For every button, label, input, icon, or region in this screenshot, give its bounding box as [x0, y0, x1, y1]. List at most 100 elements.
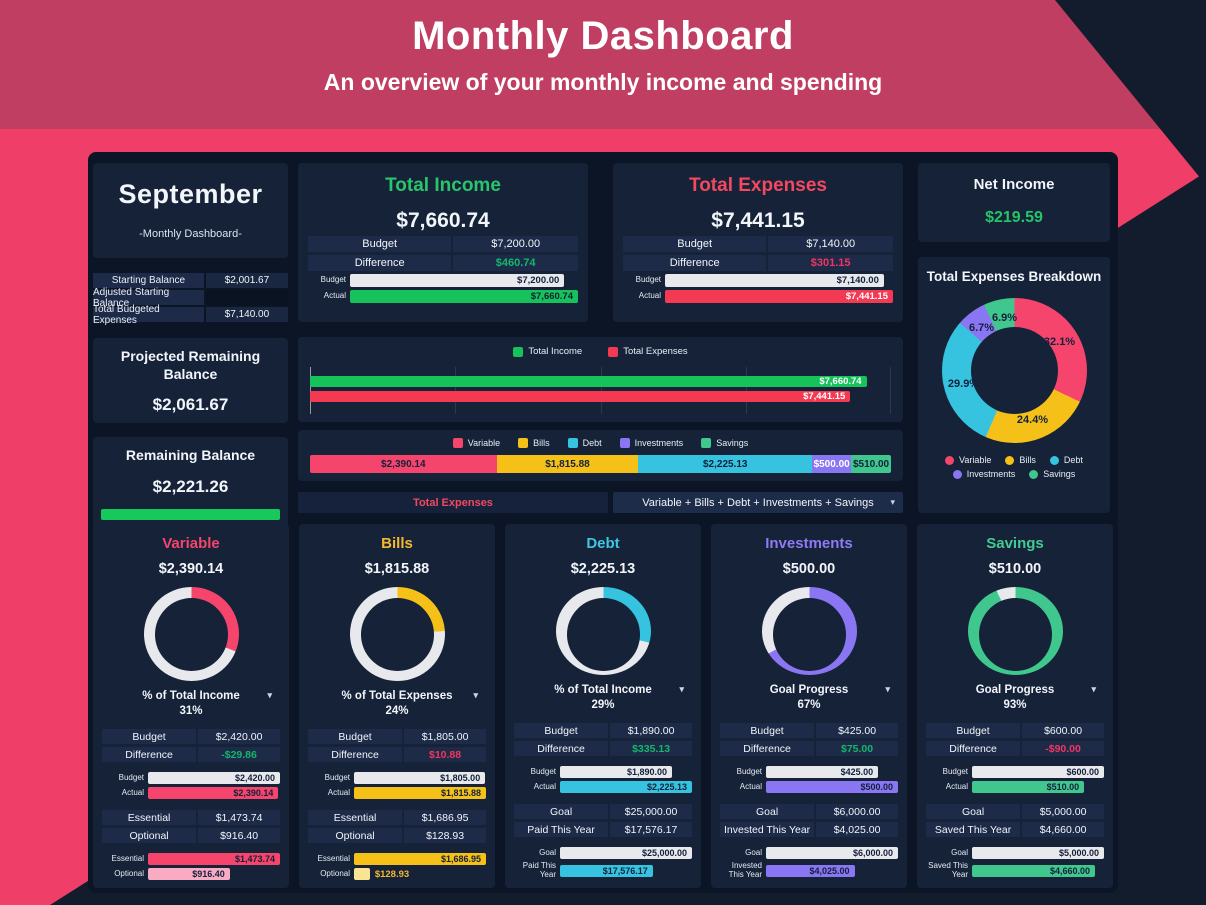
progress-donut	[967, 587, 1063, 676]
savings-legend-swatch	[701, 438, 712, 448]
difference-label: Difference	[102, 747, 197, 762]
totals-row: Total Income $7,660.74 Budget $7,200.00 …	[298, 163, 903, 322]
donut-metric-dropdown[interactable]: Goal Progress ▾	[926, 684, 1104, 696]
dashboard-panel: September -Monthly Dashboard- Starting B…	[88, 152, 1118, 893]
optional-label: Optional	[308, 828, 403, 843]
bar-label: Actual	[945, 782, 968, 791]
table-row: Difference -$90.00	[926, 741, 1104, 757]
net-income-title: Net Income	[973, 176, 1055, 193]
bar-label: Goal	[951, 848, 968, 857]
adjusted-starting-balance-input[interactable]	[205, 290, 288, 305]
category-title: Savings	[986, 535, 1044, 552]
category-title: Bills	[381, 535, 413, 552]
donut-metric-dropdown[interactable]: Goal Progress ▾	[720, 684, 898, 696]
difference-label: Difference	[308, 747, 403, 762]
donut-metric-label: Goal Progress	[975, 684, 1055, 697]
goal-bar: $6,000.00	[766, 847, 898, 860]
donut-percent: 24%	[385, 705, 409, 717]
variable-pct-label: 32.1%	[1043, 336, 1076, 348]
stacked-bar: $2,390.14 $1,815.88 $2,225.13 $500.00 $5…	[310, 455, 891, 473]
total-budgeted-expenses-value: $7,140.00	[205, 307, 288, 322]
bar-label: Budget	[320, 275, 346, 285]
budget-value: $1,890.00	[610, 723, 692, 739]
bar-label: Actual	[533, 782, 556, 791]
chart-plot-area: $7,660.74 $7,441.15	[310, 367, 892, 414]
variable-legend-label: Variable	[467, 438, 501, 448]
optional-value: $128.93	[404, 828, 486, 843]
category-value: $2,390.14	[158, 561, 224, 577]
donut-metric-label: % of Total Expenses	[341, 690, 453, 702]
page-header: Monthly Dashboard An overview of your mo…	[0, 0, 1206, 96]
projected-remaining-balance-title: Projected Remaining Balance	[120, 348, 261, 382]
total-income-title: Total Income	[385, 175, 501, 196]
difference-label: Difference	[623, 255, 767, 271]
donut-percent: 29%	[591, 699, 615, 712]
bar-label: Optional	[320, 868, 350, 878]
table-row: Starting Balance $2,001.67	[93, 273, 288, 288]
variable-legend-swatch	[452, 438, 463, 448]
table-row: Total Budgeted Expenses $7,140.00	[93, 304, 288, 326]
donut-percent: 67%	[797, 699, 821, 712]
bills-legend-swatch	[518, 438, 529, 448]
difference-label: Difference	[514, 741, 609, 757]
expenses-stacked-chart: Variable Bills Debt Investments Savings …	[298, 430, 903, 481]
bar-label: Actual	[638, 291, 661, 301]
difference-value: $75.00	[816, 741, 898, 757]
budget-bar: $2,420.00	[148, 772, 280, 784]
breakdown-title: Total Expenses Breakdown	[926, 269, 1102, 284]
budget-value: $425.00	[816, 723, 898, 739]
budget-bar: $1,805.00	[354, 772, 486, 784]
bar-label: Budget	[942, 767, 968, 776]
chevron-down-icon: ▾	[473, 690, 478, 700]
donut-metric-label: % of Total Income	[142, 690, 240, 702]
breakdown-legend: Variable Bills Debt Investments Savings	[918, 455, 1110, 479]
net-income-card: Net Income $219.59	[918, 163, 1110, 242]
debt-legend-dot	[1049, 455, 1059, 465]
difference-value: $460.74	[453, 255, 578, 271]
axis-baseline	[310, 367, 311, 414]
bills-legend-dot	[1005, 455, 1015, 465]
category-cards-row: Variable $2,390.14 % of Total Income ▾ 3…	[93, 524, 1113, 888]
bar-label: Invested This Year	[728, 861, 762, 880]
remaining-balance-value: $2,221.26	[152, 476, 229, 496]
variable-segment: $2,390.14	[310, 455, 497, 473]
donut-metric-dropdown[interactable]: % of Total Income ▾	[102, 690, 280, 702]
category-card-bills: Bills $1,815.88 % of Total Expenses ▾ 24…	[299, 524, 495, 888]
bar-label: Optional	[114, 868, 144, 878]
table-row: Optional $916.40	[102, 828, 280, 843]
donut-metric-dropdown[interactable]: % of Total Expenses ▾	[308, 690, 486, 702]
category-card-savings: Savings $510.00 Goal Progress ▾ 93% Budg…	[917, 524, 1113, 888]
total-expenses-card: Total Expenses $7,441.15 Budget $7,140.0…	[613, 163, 903, 322]
optional-bar: $916.40	[148, 868, 230, 880]
legend-label: Debt	[1063, 455, 1083, 465]
table-row: Saved This Year $4,660.00	[926, 822, 1104, 838]
left-column: September -Monthly Dashboard- Starting B…	[93, 163, 288, 528]
savings-legend-dot	[1029, 469, 1039, 479]
actual-bar: $1,815.88	[354, 787, 486, 799]
investments-legend-dot	[952, 469, 962, 479]
budget-value: $2,420.00	[198, 729, 280, 744]
table-row: Difference $10.88	[308, 747, 486, 762]
difference-value: -$29.86	[198, 747, 280, 762]
budget-bar: $600.00	[972, 766, 1104, 779]
total-expenses-value: $7,441.15	[711, 209, 805, 232]
table-row: Goal $6,000.00	[720, 804, 898, 820]
bar-label: Actual	[327, 787, 350, 797]
bar-label: Goal	[539, 848, 556, 857]
budget-bar-row: Budget $7,200.00	[308, 274, 578, 287]
page-title: Monthly Dashboard	[412, 14, 794, 58]
actual-bar: $510.00	[972, 781, 1085, 794]
table-row: Paid This Year $17,576.17	[514, 822, 692, 838]
formula-dropdown[interactable]: Variable + Bills + Debt + Investments + …	[613, 492, 903, 513]
donut-metric-dropdown[interactable]: % of Total Income ▾	[514, 684, 692, 696]
starting-balance-label: Starting Balance	[93, 273, 204, 288]
remaining-balance-title: Remaining Balance	[125, 447, 256, 463]
bar-label: Essential	[317, 853, 350, 863]
savings-pct-label: 6.9%	[991, 312, 1018, 324]
budget-label: Budget	[720, 723, 815, 739]
progress-donut	[555, 587, 651, 676]
legend-label: Variable	[959, 455, 992, 465]
category-value: $1,815.88	[364, 561, 430, 577]
table-row: Budget $1,890.00	[514, 723, 692, 739]
